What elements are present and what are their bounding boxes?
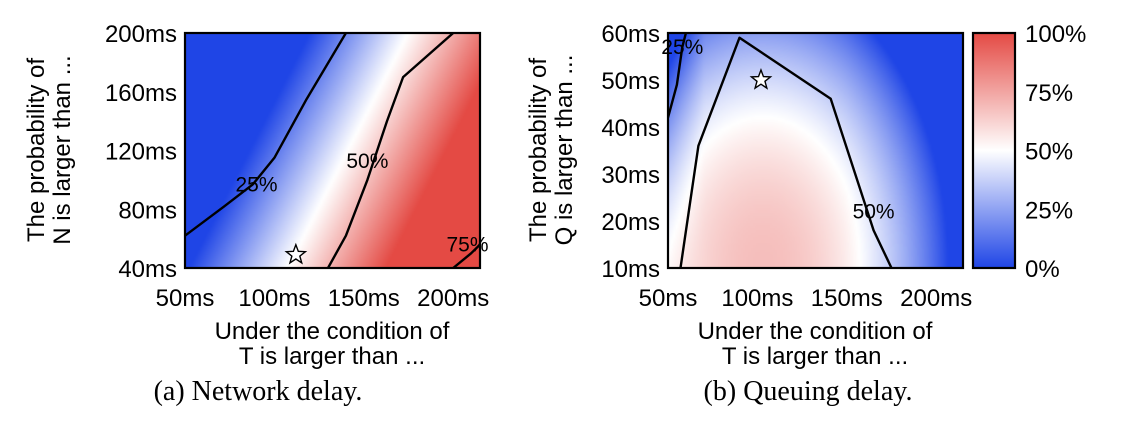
y-tick-label: 160ms <box>105 80 177 107</box>
plot-frame-queuing-delay <box>666 31 965 270</box>
panel-network-delay: 25% 50% 75% 50ms 100ms 150ms 200ms 40ms 80ms 12… <box>23 21 490 407</box>
contour-labels-queuing-delay: 25% 50% <box>661 36 894 224</box>
y-tick-label: 40ms <box>118 256 177 283</box>
x-tick-label: 150ms <box>811 285 883 312</box>
colorbar-tick-label: 25% <box>1025 197 1073 224</box>
x-tick-label: 150ms <box>328 285 400 312</box>
heatmap-queuing-delay <box>668 33 963 268</box>
y-axis-title-queuing-delay: The probability of Q is larger than ... <box>525 55 578 246</box>
x-tick-label: 200ms <box>900 285 972 312</box>
x-tick-label: 50ms <box>639 285 698 312</box>
y-tick-label: 20ms <box>601 209 660 236</box>
y-tick-labels-queuing-delay: 10ms 20ms 30ms 40ms 50ms 60ms <box>601 21 660 283</box>
colorbar-tick-label: 75% <box>1025 80 1073 107</box>
star-marker-network-delay <box>284 242 308 265</box>
contour-label: 75% <box>446 234 488 257</box>
contour-label: 25% <box>661 36 703 59</box>
contour-line-50 <box>326 33 454 268</box>
x-axis-title-line1: Under the condition of <box>698 318 933 345</box>
y-tick-label: 50ms <box>601 68 660 95</box>
x-tick-labels-network-delay: 50ms 100ms 150ms 200ms <box>156 285 490 312</box>
contour-line-25 <box>185 33 347 237</box>
plot-frame-network-delay <box>183 31 482 270</box>
x-axis-title-line2: T is larger than ... <box>722 343 908 370</box>
contour-line-25 <box>668 33 688 118</box>
y-tick-label: 30ms <box>601 162 660 189</box>
contours-network-delay <box>185 33 480 268</box>
y-axis-title-line2: N is larger than ... <box>49 55 76 244</box>
contour-label: 50% <box>853 201 895 224</box>
y-axis-title-line1: The probability of <box>23 58 50 242</box>
caption-network-delay: (a) Network delay. <box>154 376 363 407</box>
x-tick-label: 100ms <box>238 285 310 312</box>
colorbar-tick-label: 100% <box>1025 21 1086 48</box>
y-axis-title-network-delay: The probability of N is larger than ... <box>23 55 76 244</box>
colorbar-tick-labels: 100% 75% 50% 25% 0% <box>1025 21 1086 283</box>
y-axis-title-line2: Q is larger than ... <box>551 55 578 246</box>
x-tick-label: 100ms <box>721 285 793 312</box>
x-tick-labels-queuing-delay: 50ms 100ms 150ms 200ms <box>639 285 973 312</box>
y-axis-title-line1: The probability of <box>525 58 552 242</box>
y-tick-label: 80ms <box>118 197 177 224</box>
y-tick-labels-network-delay: 40ms 80ms 120ms 160ms 200ms <box>105 21 177 283</box>
y-tick-label: 60ms <box>601 21 660 48</box>
x-tick-label: 200ms <box>417 285 489 312</box>
colorbar-tick-label: 50% <box>1025 139 1073 166</box>
contour-label: 50% <box>346 150 388 173</box>
contour-labels-network-delay: 25% 50% 75% <box>235 150 488 257</box>
heatmap-network-delay <box>185 33 480 268</box>
colorbar: 100% 75% 50% 25% 0% <box>971 21 1086 283</box>
colorbar-tick-label: 0% <box>1025 256 1060 283</box>
x-axis-title-line2: T is larger than ... <box>239 343 425 370</box>
star-marker <box>749 68 773 90</box>
caption-queuing-delay: (b) Queuing delay. <box>704 376 913 407</box>
x-axis-title-line1: Under the condition of <box>215 318 450 345</box>
star-marker <box>284 242 308 265</box>
y-tick-label: 10ms <box>601 256 660 283</box>
contour-label: 25% <box>235 173 277 196</box>
contour-line-75 <box>452 242 480 268</box>
y-tick-label: 200ms <box>105 21 177 48</box>
y-tick-label: 40ms <box>601 115 660 142</box>
star-marker-queuing-delay <box>749 68 773 90</box>
colorbar-frame <box>971 31 1017 270</box>
y-tick-label: 120ms <box>105 139 177 166</box>
contour-line-50 <box>679 36 893 268</box>
colorbar-gradient <box>973 33 1015 268</box>
contours-queuing-delay <box>668 33 893 268</box>
panel-queuing-delay: 25% 50% 50ms 100ms 150ms 200ms 10ms 20ms 30ms 4… <box>525 21 972 407</box>
x-tick-label: 50ms <box>156 285 215 312</box>
